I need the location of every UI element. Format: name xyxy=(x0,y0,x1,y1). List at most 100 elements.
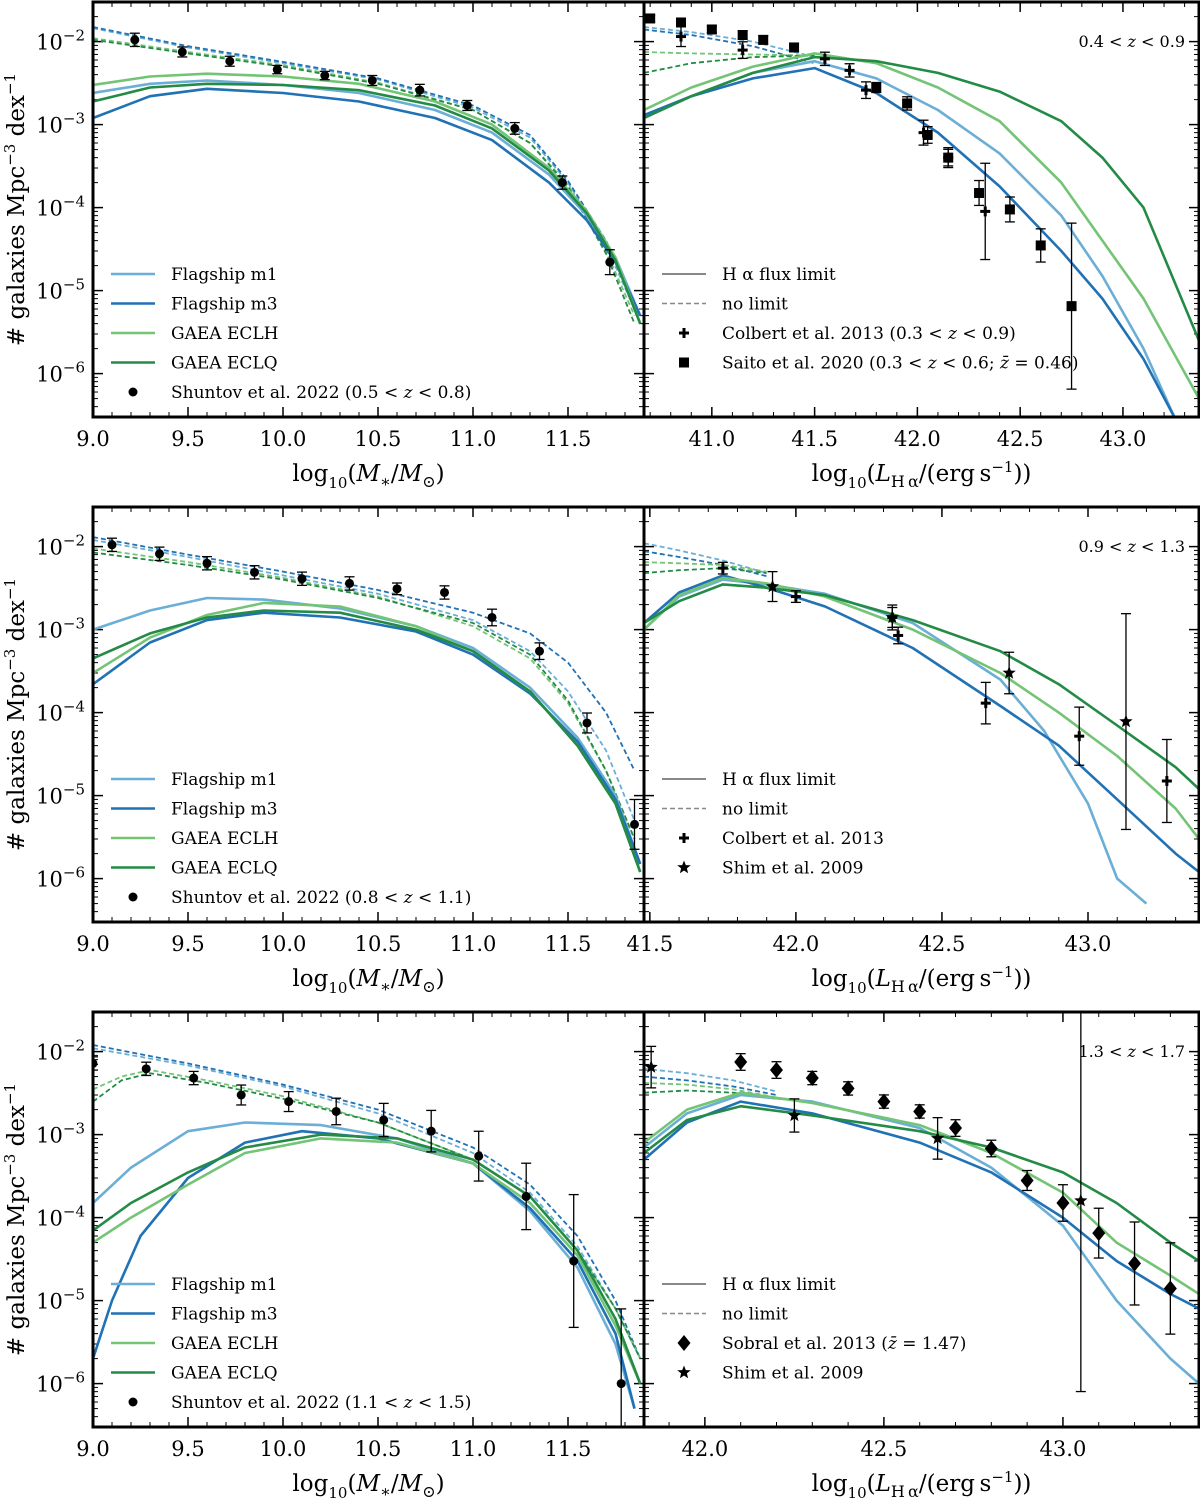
x-tick-label: 11.0 xyxy=(450,1437,497,1461)
panel-lf_2: 41.5 42.0 42.5 43.0 log10(LH α/(erg s−1)) 0.9… xyxy=(626,505,1200,997)
x-tick-label: 41.5 xyxy=(791,427,838,451)
data-point xyxy=(189,1073,199,1083)
data-point xyxy=(1092,1225,1106,1242)
data-point xyxy=(130,35,140,45)
data-point xyxy=(392,584,402,594)
legend-item-flagship-m1: Flagship m1 xyxy=(171,265,278,285)
data-point xyxy=(902,98,913,109)
data-point xyxy=(984,1140,998,1157)
legend-lf_1: H α flux limit no limit Colbert et al. 201… xyxy=(662,265,1078,374)
observations-lf_3 xyxy=(644,1012,1177,1393)
data-point xyxy=(913,1103,927,1120)
x-tick-label: 43.0 xyxy=(1100,427,1147,451)
y-tick-label: 10−2 xyxy=(36,532,85,560)
x-tick-label: 42.0 xyxy=(894,427,941,451)
legend-item-gaea-eclh: GAEA ECLH xyxy=(171,324,278,344)
data-point xyxy=(521,1191,531,1201)
series-gaea-eclq-no-limit- xyxy=(93,1072,642,1359)
legend-item-colbert-et-al-2013-0-3-z-0-9-marker xyxy=(679,328,689,338)
series-flagship-m1-no-limit- xyxy=(644,542,767,574)
data-point xyxy=(107,540,117,550)
data-point xyxy=(320,71,330,81)
legend-item-h-flux-limit: H α flux limit xyxy=(722,265,836,285)
data-point xyxy=(1163,1280,1177,1297)
legend-smf_1: Flagship m1 Flagship m3 GAEA ECLH GAEA ECLQ… xyxy=(111,265,471,403)
data-point xyxy=(535,646,544,656)
x-tick-label: 9.5 xyxy=(171,1437,204,1461)
data-point xyxy=(841,1080,855,1097)
data-point xyxy=(974,187,985,198)
data-point xyxy=(877,1093,891,1110)
data-point xyxy=(645,13,656,24)
x-tick-label: 10.5 xyxy=(355,1437,402,1461)
curves-lf_2 xyxy=(644,542,1199,905)
series-flagship-m3 xyxy=(644,66,1176,417)
data-point xyxy=(569,1256,579,1266)
x-tick-label: 11.5 xyxy=(545,427,592,451)
x-tick-label: 9.0 xyxy=(76,932,109,956)
data-point xyxy=(462,100,472,110)
x-tick-label: 11.5 xyxy=(545,932,592,956)
series-flagship-m1 xyxy=(644,1093,1199,1385)
data-point xyxy=(440,587,449,597)
legend-item-colbert-et-al-2013: Colbert et al. 2013 xyxy=(722,829,884,849)
data-point xyxy=(250,567,259,577)
y-tick-label: 10−4 xyxy=(36,193,85,221)
data-point xyxy=(1161,775,1172,786)
legend-item-flagship-m3: Flagship m3 xyxy=(171,1305,278,1325)
x-tick-label: 10.5 xyxy=(355,427,402,451)
data-point xyxy=(272,65,282,75)
legend-item-shuntov-et-al-2022-0-5-z-0-8: Shuntov et al. 2022 (0.5 < z < 0.8) xyxy=(171,383,471,403)
data-point xyxy=(297,574,307,584)
x-tick-label: 11.0 xyxy=(450,427,497,451)
legend-item-shuntov-et-al-2022-1-1-z-1-5-marker xyxy=(128,1397,138,1407)
series-gaea-eclq-no-limit- xyxy=(644,567,767,574)
series-gaea-eclh xyxy=(644,576,1199,840)
y-tick-label: 10−3 xyxy=(36,110,85,138)
observations-lf_1 xyxy=(645,13,1077,390)
y-tick-label: 10−4 xyxy=(36,698,85,726)
x-tick-label: 10.0 xyxy=(260,1437,307,1461)
data-point xyxy=(805,1070,819,1087)
series-gaea-eclh-no-limit- xyxy=(644,51,815,57)
y-axis-label: # galaxies Mpc−3 dex−1 xyxy=(1,578,30,851)
legend-item-colbert-et-al-2013-marker xyxy=(679,833,689,843)
redshift-range-label: 1.3 < z < 1.7 xyxy=(1079,1042,1186,1061)
x-tick-label: 43.0 xyxy=(1065,932,1112,956)
y-tick-label: 10−5 xyxy=(36,781,85,809)
y-tick-label: 10−6 xyxy=(36,864,85,892)
legend-item-saito-et-al-2020-0-3-z-0-6-z-0-46-marker xyxy=(679,357,689,368)
series-flagship-m3 xyxy=(93,87,642,317)
data-point xyxy=(737,45,748,56)
data-point xyxy=(379,1115,389,1125)
legend-item-gaea-eclh: GAEA ECLH xyxy=(171,829,278,849)
data-point xyxy=(789,42,800,53)
legend-item-shim-et-al-2009: Shim et al. 2009 xyxy=(722,1364,864,1384)
series-flagship-m1 xyxy=(93,596,642,865)
x-tick-label: 9.0 xyxy=(76,1437,109,1461)
y-tick-label: 10−2 xyxy=(36,27,85,55)
panel-lf_1: 41.0 41.5 42.0 42.5 43.0 log10(LH α/(erg s−1)… xyxy=(642,0,1200,492)
series-gaea-eclh-no-limit- xyxy=(93,547,636,840)
ticks-lf_3: 42.0 42.5 43.0 xyxy=(644,1011,1199,1461)
x-tick-label: 42.5 xyxy=(861,1437,908,1461)
observations-lf_2 xyxy=(717,561,1172,831)
series-gaea-eclh-no-limit- xyxy=(644,561,767,573)
data-point xyxy=(706,24,717,35)
series-flagship-m3-no-limit- xyxy=(644,550,767,578)
legend-item-flagship-m1: Flagship m1 xyxy=(171,770,278,790)
x-tick-label: 42.5 xyxy=(919,932,966,956)
legend-item-flagship-m3: Flagship m3 xyxy=(171,295,278,315)
data-point xyxy=(487,612,497,622)
legend-lf_3: H α flux limit no limit Sobral et al. 2013… xyxy=(662,1275,966,1384)
x-tick-label: 11.0 xyxy=(450,932,497,956)
data-point xyxy=(717,563,728,574)
series-gaea-eclq xyxy=(644,583,1199,790)
data-point xyxy=(1002,666,1016,679)
legend-smf_3: Flagship m1 Flagship m3 GAEA ECLH GAEA ECLQ… xyxy=(111,1275,471,1413)
panel-lf_3: 42.0 42.5 43.0 log10(LH α/(erg s−1)) 1.3 < z… xyxy=(642,1010,1200,1498)
y-tick-label: 10−6 xyxy=(36,1369,85,1397)
x-tick-label: 10.0 xyxy=(260,932,307,956)
